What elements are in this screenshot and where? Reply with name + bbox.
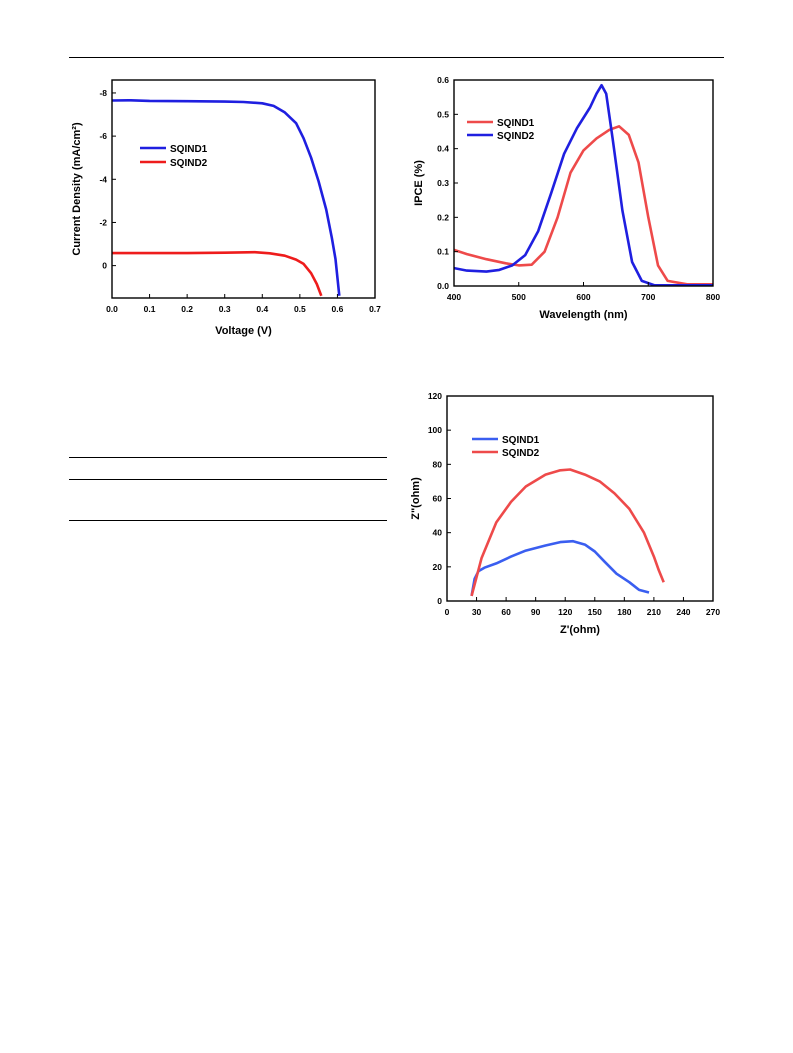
x-axis-label: Z'(ohm) [560, 624, 600, 636]
y-tick-label: 0.6 [437, 75, 449, 85]
legend-label-sqind1: SQIND1 [170, 144, 208, 155]
y-axis-label: Current Density (mA/cm²) [71, 122, 83, 256]
legend-label-sqind1: SQIND1 [497, 118, 535, 129]
x-tick-label: 0.5 [294, 304, 306, 314]
page-header-rule [69, 57, 724, 58]
x-tick-label: 400 [447, 292, 461, 302]
y-tick-label: 0.5 [437, 109, 449, 119]
y-axis-label: Z"(ohm) [410, 477, 422, 520]
legend-label-sqind2: SQIND2 [497, 131, 535, 142]
x-tick-label: 60 [501, 607, 511, 617]
y-tick-label: 40 [433, 528, 443, 538]
y-tick-label: 20 [433, 562, 443, 572]
x-tick-label: 500 [512, 292, 526, 302]
y-tick-label: -4 [99, 174, 107, 184]
series-line-sqind1 [112, 99, 341, 296]
table-bottom-rule [69, 520, 387, 521]
x-tick-label: 0.2 [181, 304, 193, 314]
x-tick-label: 90 [531, 607, 541, 617]
series-line-sqind1 [454, 125, 713, 286]
series-line-sqind1 [470, 539, 650, 597]
x-tick-label: 0.3 [219, 304, 231, 314]
x-tick-label: 0.4 [256, 304, 268, 314]
y-tick-label: 100 [428, 425, 442, 435]
x-tick-label: 210 [647, 607, 661, 617]
legend-label-sqind1: SQIND1 [502, 435, 540, 446]
plot-frame [446, 395, 714, 602]
x-tick-label: 270 [706, 607, 720, 617]
y-tick-label: 0.3 [437, 178, 449, 188]
y-tick-label: 60 [433, 494, 443, 504]
x-tick-label: 180 [617, 607, 631, 617]
y-tick-label: 0.1 [437, 247, 449, 257]
table-header-rule [69, 479, 387, 480]
legend-label-sqind2: SQIND2 [170, 158, 208, 169]
x-tick-label: 600 [576, 292, 590, 302]
series-line-sqind2 [470, 468, 665, 597]
y-tick-label: -2 [99, 217, 107, 227]
y-tick-label: -8 [99, 88, 107, 98]
x-tick-label: 240 [676, 607, 690, 617]
x-tick-label: 120 [558, 607, 572, 617]
y-tick-label: 80 [433, 459, 443, 469]
series-line-sqind2 [112, 250, 323, 297]
plot-frame [111, 79, 376, 299]
x-tick-label: 0.0 [106, 304, 118, 314]
x-tick-label: 30 [472, 607, 482, 617]
x-axis-label: Voltage (V) [215, 325, 272, 337]
x-tick-label: 0.6 [332, 304, 344, 314]
y-tick-label: 0.4 [437, 144, 449, 154]
series-line-sqind2 [454, 83, 713, 286]
x-tick-label: 0.7 [369, 304, 381, 314]
y-tick-label: 0.2 [437, 212, 449, 222]
x-axis-label: Wavelength (nm) [539, 309, 628, 321]
x-tick-label: 150 [588, 607, 602, 617]
x-tick-label: 0.1 [144, 304, 156, 314]
y-tick-label: -6 [99, 131, 107, 141]
table-top-rule [69, 457, 387, 458]
x-tick-label: 0 [445, 607, 450, 617]
x-tick-label: 800 [706, 292, 720, 302]
x-tick-label: 700 [641, 292, 655, 302]
y-tick-label: 0 [437, 596, 442, 606]
y-tick-label: 0.0 [437, 281, 449, 291]
y-axis-label: IPCE (%) [413, 160, 425, 206]
legend-label-sqind2: SQIND2 [502, 448, 540, 459]
y-tick-label: 0 [102, 261, 107, 271]
y-tick-label: 120 [428, 391, 442, 401]
